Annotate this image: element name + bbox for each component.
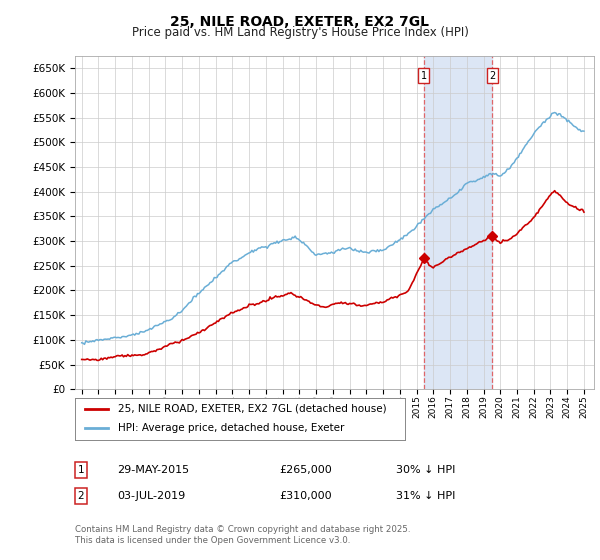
Text: 31% ↓ HPI: 31% ↓ HPI: [396, 491, 455, 501]
Text: 2: 2: [489, 71, 496, 81]
Text: 29-MAY-2015: 29-MAY-2015: [117, 465, 189, 475]
Text: Contains HM Land Registry data © Crown copyright and database right 2025.
This d: Contains HM Land Registry data © Crown c…: [75, 525, 410, 545]
Text: 25, NILE ROAD, EXETER, EX2 7GL: 25, NILE ROAD, EXETER, EX2 7GL: [170, 15, 430, 29]
Text: 30% ↓ HPI: 30% ↓ HPI: [396, 465, 455, 475]
Text: 2: 2: [77, 491, 85, 501]
Text: 1: 1: [77, 465, 85, 475]
Text: £265,000: £265,000: [279, 465, 332, 475]
Text: 25, NILE ROAD, EXETER, EX2 7GL (detached house): 25, NILE ROAD, EXETER, EX2 7GL (detached…: [118, 404, 386, 414]
Bar: [424, 56, 492, 389]
Text: Price paid vs. HM Land Registry's House Price Index (HPI): Price paid vs. HM Land Registry's House …: [131, 26, 469, 39]
Text: HPI: Average price, detached house, Exeter: HPI: Average price, detached house, Exet…: [118, 423, 344, 433]
Text: 03-JUL-2019: 03-JUL-2019: [117, 491, 185, 501]
Text: £310,000: £310,000: [279, 491, 332, 501]
Text: 1: 1: [421, 71, 427, 81]
